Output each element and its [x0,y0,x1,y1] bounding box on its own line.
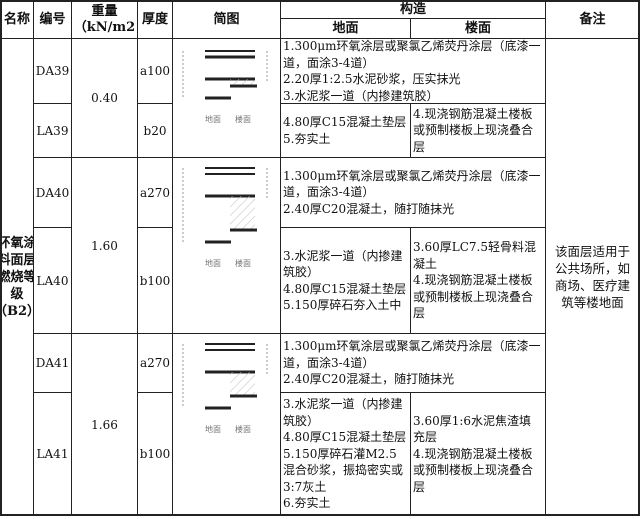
header-ground: 地面 [280,18,411,39]
section-diagram: 地面 楼面 [172,333,281,516]
diagram-label-floor: 楼面 [235,258,251,268]
header-construction: 构造 [280,0,546,19]
construction-floor: 4.现浇钢筋混凝土楼板或预制楼板上现浇叠合层 [410,103,546,158]
thickness-a: a270 [137,157,173,228]
thickness-b: b100 [137,392,173,516]
code-floor: LA41 [33,392,72,516]
thickness-a: a100 [137,38,173,104]
construction-common: 1.300μm环氧涂层或聚氯乙烯荧丹涂层（底漆一道，面涂3-4道） 2.40厚C2… [280,157,546,228]
header-diagram: 简图 [172,0,281,39]
construction-step: 4.现浇钢筋混凝土楼板或预制楼板上现浇叠合层 [413,446,534,494]
diagram-label-floor: 楼面 [235,424,251,434]
header-thickness: 厚度 [137,0,173,39]
header-floor: 楼面 [410,18,546,39]
construction-step: 5.夯实土 [283,131,331,146]
construction-step: 2.20厚1:2.5水泥砂浆，压实抹光 [283,72,461,86]
diagram-label-floor: 楼面 [235,114,251,124]
construction-step: 1.300μm环氧涂层或聚氯乙烯荧丹涂层（底漆一道，面涂3-4道） [283,339,541,370]
construction-step: 3.水泥浆一道（内掺建筑胶） [283,88,439,103]
construction-step: 4.现浇钢筋混凝土楼板或预制楼板上现浇叠合层 [413,106,534,154]
construction-step: 1.300μm环氧涂层或聚氯乙烯荧丹涂层（底漆一道，面涂3-4道） [283,168,541,200]
construction-common: 1.300μm环氧涂层或聚氯乙烯荧丹涂层（底漆一道，面涂3-4道） 2.40厚C2… [280,333,546,393]
construction-step: 1.300μm环氧涂层或聚氯乙烯荧丹涂层（底漆一道，面涂3-4道） [283,39,541,70]
diagram-label-ground: 地面 [205,424,221,434]
diagram-label-ground: 地面 [205,258,221,268]
weight-value: 0.40 [71,38,138,158]
section-diagram: 地面 楼面 [172,157,281,334]
construction-step: 5.150厚碎石夯入土中 [283,298,402,312]
construction-floor: 3.60厚1:6水泥焦渣填充层 4.现浇钢筋混凝土楼板或预制楼板上现浇叠合层 [410,392,546,516]
construction-ground: 4.80厚C15混凝土垫层 5.夯实土 [280,103,411,158]
construction-step: 6.夯实土 [283,496,331,511]
construction-floor: 3.60厚LC7.5轻骨料混凝土 4.现浇钢筋混凝土楼板或预制楼板上现浇叠合层 [410,227,546,334]
weight-value: 1.60 [71,157,138,334]
construction-step: 4.80厚C15混凝土垫层 [283,281,407,296]
construction-step: 3.水泥浆一道（内掺建筑胶） [283,248,403,280]
construction-step: 3.60厚1:6水泥焦渣填充层 [413,413,532,445]
code-floor: LA39 [33,103,72,158]
code-ground: DA39 [33,38,72,104]
header-code: 编号 [33,0,72,39]
thickness-b: b100 [137,227,173,334]
construction-ground: 3.水泥浆一道（内掺建筑胶） 4.80厚C15混凝土垫层5.150厚碎石灌M2.5… [280,392,411,516]
construction-step: 3.60厚LC7.5轻骨料混凝土 [413,240,536,271]
section-diagram-svg: 地面 楼面 [182,166,267,268]
category-label: 环氧涂料面层 燃烧等级（B2） [0,38,40,516]
construction-ground: 3.水泥浆一道（内掺建筑胶） 4.80厚C15混凝土垫层 5.150厚碎石夯入土中 [280,227,411,334]
construction-step: 3.水泥浆一道（内掺建筑胶） [283,397,403,428]
code-ground: DA41 [33,333,72,393]
header-weight: 重量（kN/m2 [71,0,138,39]
construction-step: 4.80厚C15混凝土垫层5.150厚碎石灌M2.5混合砂浆，振捣密实或3:7灰… [283,430,407,494]
thickness-b: b20 [137,103,173,158]
remark-text: 该面层适用于公共场所，如商场、医疗建筑等楼地面 [545,38,640,516]
code-floor: LA40 [33,227,72,334]
header-name: 名称 [0,0,34,39]
section-diagram-svg: 地面 楼面 [182,342,267,434]
diagram-label-ground: 地面 [205,114,221,124]
construction-step: 2.40厚C20混凝土，随打随抹光 [283,201,455,216]
construction-step: 4.现浇钢筋混凝土楼板或预制楼板上现浇叠合层 [413,273,534,321]
construction-common: 1.300μm环氧涂层或聚氯乙烯荧丹涂层（底漆一道，面涂3-4道） 2.20厚1:… [280,38,546,104]
weight-value: 1.66 [71,333,138,516]
construction-step: 2.40厚C20混凝土，随打随抹光 [283,372,455,387]
section-diagram: 地面 楼面 [172,38,281,158]
section-diagram-svg: 地面 楼面 [182,49,267,124]
code-ground: DA40 [33,157,72,228]
construction-step: 4.80厚C15混凝土垫层 [283,115,407,129]
header-remark: 备注 [545,0,640,39]
thickness-a: a270 [137,333,173,393]
